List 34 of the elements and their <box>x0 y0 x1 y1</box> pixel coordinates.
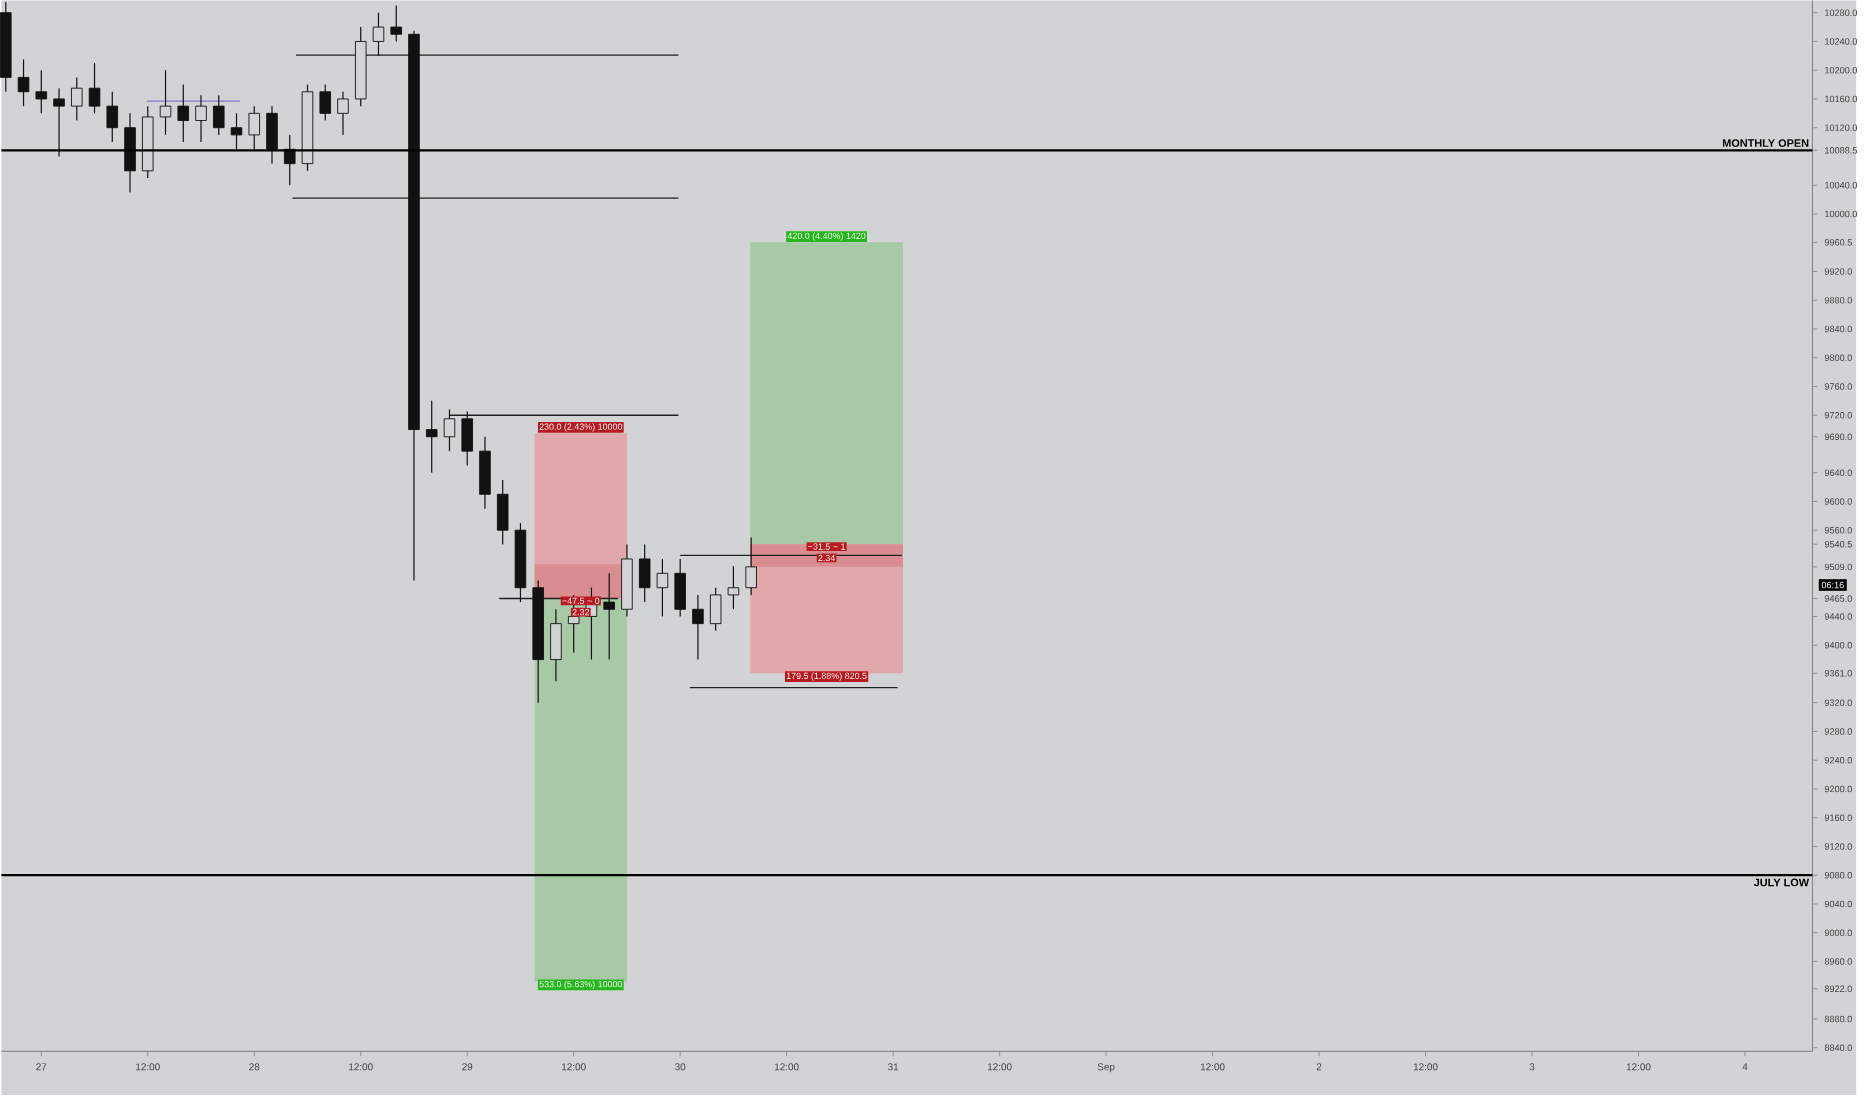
candlestick <box>266 105 278 165</box>
candlestick <box>603 573 615 661</box>
candlestick <box>674 558 686 618</box>
candlestick <box>88 62 101 115</box>
candlestick <box>656 558 669 618</box>
candlestick <box>35 70 48 115</box>
candlestick <box>159 70 172 136</box>
candlestick <box>248 105 261 151</box>
candlestick <box>230 113 243 151</box>
candlestick <box>372 12 385 57</box>
candlestick <box>496 479 509 546</box>
bar <box>534 598 627 983</box>
candlestick <box>17 59 30 108</box>
candlestick <box>337 91 349 136</box>
candlestick <box>177 84 190 144</box>
candlestick <box>692 594 704 661</box>
candlestick <box>745 537 757 596</box>
candlestick <box>53 88 65 158</box>
candlestick <box>443 409 456 453</box>
bar <box>750 242 903 545</box>
candlestick <box>319 84 332 122</box>
candlestick <box>425 400 438 474</box>
candlestick <box>390 5 402 43</box>
candlestick <box>638 544 651 604</box>
candlestick <box>461 411 473 467</box>
candlestick <box>195 95 207 144</box>
candlestick <box>479 436 491 510</box>
candlestick <box>71 77 83 122</box>
candlestick <box>106 91 119 144</box>
candlestick <box>124 113 136 194</box>
candlestick <box>550 609 562 683</box>
candlestick <box>709 587 722 632</box>
candlestick <box>212 95 225 136</box>
candlestick <box>727 565 740 611</box>
